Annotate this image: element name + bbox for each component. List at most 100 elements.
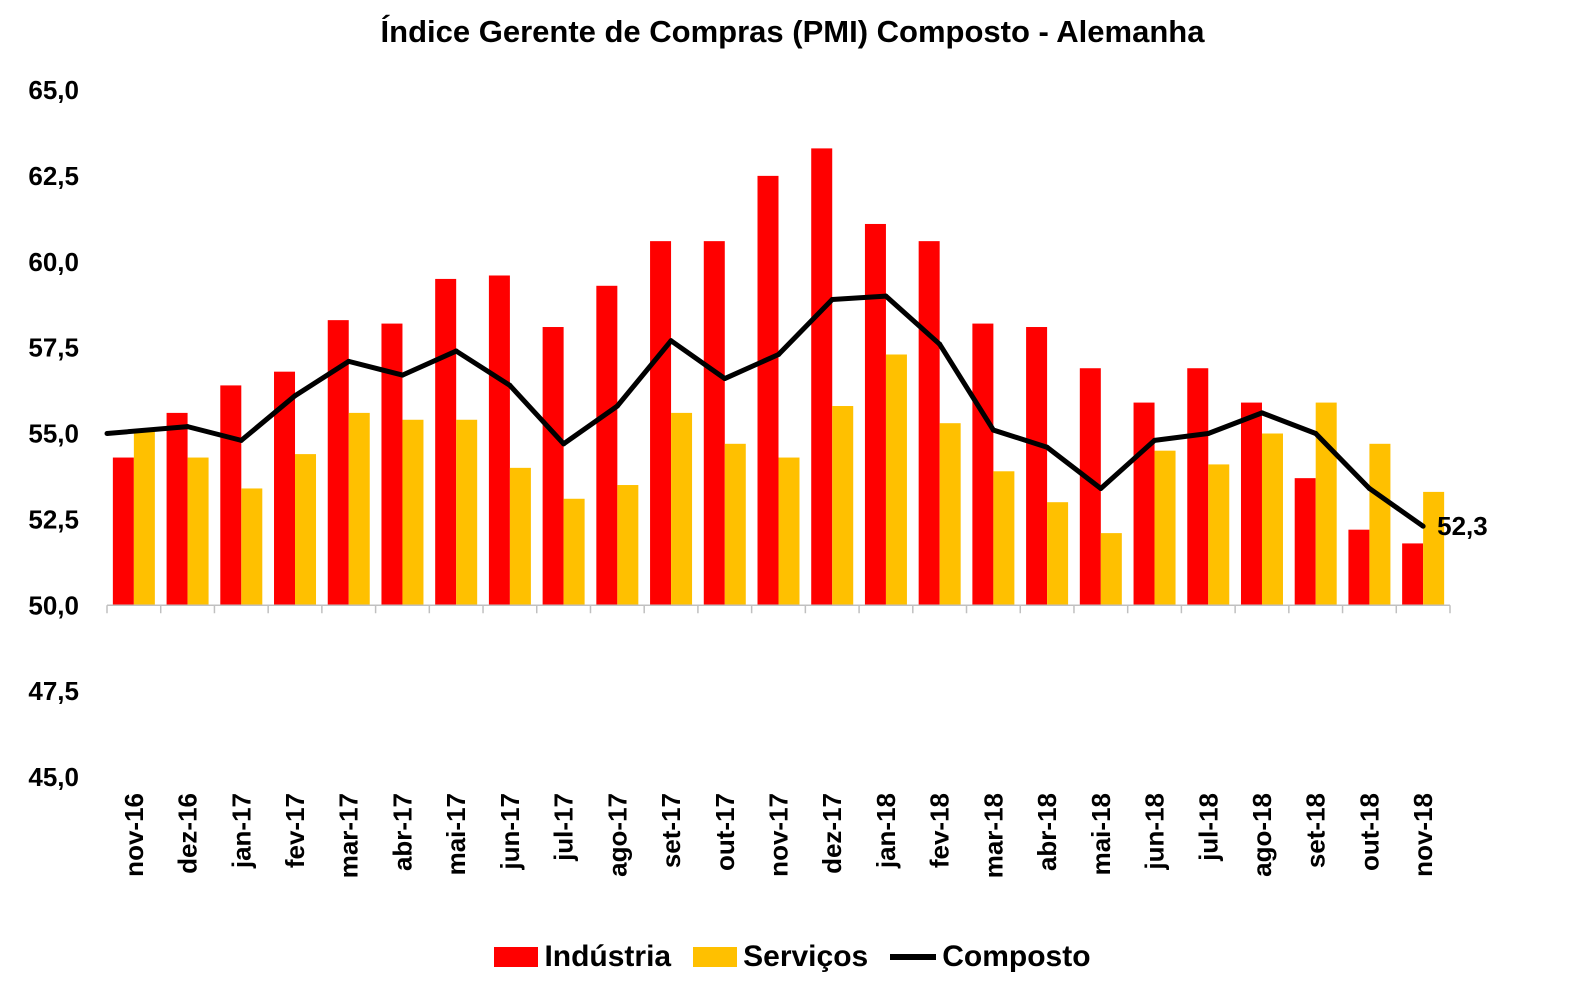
bar-industria bbox=[381, 323, 403, 606]
composto-point bbox=[1420, 523, 1426, 529]
composto-point bbox=[1098, 485, 1104, 491]
bar-servicos bbox=[456, 419, 478, 606]
composto-point bbox=[346, 358, 352, 364]
x-tick-label: dez-17 bbox=[817, 793, 847, 874]
y-axis-ticks: 45,0 47,5 50,0 52,5 55,0 57,5 60,0 62,5 65,0 bbox=[28, 75, 79, 792]
bars-group bbox=[112, 148, 1445, 606]
legend-swatch-composto bbox=[890, 954, 937, 960]
x-axis-labels: nov-16 dez-16 jan-17 fev-17 mar-17 abr-17 mai-… bbox=[119, 793, 1438, 878]
composto-point bbox=[507, 382, 513, 388]
y-tick-label: 60,0 bbox=[28, 247, 79, 277]
x-axis-tick-marks bbox=[106, 605, 1451, 614]
bar-industria bbox=[1133, 402, 1155, 606]
bar-servicos bbox=[187, 457, 209, 606]
bar-servicos bbox=[1100, 533, 1122, 606]
bar-servicos bbox=[617, 485, 639, 606]
bar-servicos bbox=[1154, 450, 1176, 606]
composto-point bbox=[1152, 437, 1158, 443]
bar-industria bbox=[327, 320, 349, 606]
composto-point bbox=[561, 441, 567, 447]
bar-industria bbox=[542, 327, 564, 606]
legend-swatch-servicos bbox=[693, 947, 738, 967]
legend-item-servicos: Serviços bbox=[693, 940, 868, 974]
bar-industria bbox=[1402, 543, 1424, 606]
x-tick-label: jan-18 bbox=[871, 793, 901, 869]
bar-servicos bbox=[241, 488, 263, 606]
x-tick-label: jul-17 bbox=[549, 793, 579, 862]
bar-servicos bbox=[295, 454, 317, 606]
composto-point bbox=[453, 348, 459, 354]
bar-servicos bbox=[1047, 502, 1069, 606]
legend-item-industria: Indústria bbox=[494, 940, 671, 974]
x-tick-label: fev-17 bbox=[280, 793, 310, 868]
bar-servicos bbox=[1423, 491, 1445, 606]
bar-industria bbox=[274, 371, 296, 606]
bar-servicos bbox=[1369, 443, 1391, 606]
bar-servicos bbox=[724, 443, 746, 606]
composto-point bbox=[1366, 485, 1372, 491]
x-tick-label: nov-17 bbox=[764, 793, 794, 877]
bar-servicos bbox=[1208, 464, 1230, 606]
x-tick-label: set-17 bbox=[656, 793, 686, 868]
pmi-chart: 45,0 47,5 50,0 52,5 55,0 57,5 60,0 62,5 65,0 nov… bbox=[28, 75, 1487, 878]
bar-servicos bbox=[993, 471, 1015, 606]
x-tick-label: abr-17 bbox=[387, 793, 417, 871]
bar-industria bbox=[220, 385, 242, 606]
bar-industria bbox=[1079, 368, 1101, 606]
y-tick-label: 50,0 bbox=[28, 590, 79, 620]
x-tick-label: jun-18 bbox=[1140, 793, 1170, 871]
legend-item-composto: Composto bbox=[890, 940, 1091, 974]
bar-servicos bbox=[563, 498, 585, 606]
y-tick-label: 62,5 bbox=[28, 161, 79, 191]
composto-point bbox=[668, 338, 674, 344]
bar-servicos bbox=[885, 354, 907, 606]
bar-industria bbox=[703, 241, 725, 606]
bar-industria bbox=[596, 285, 618, 606]
legend-swatch-industria bbox=[494, 947, 539, 967]
chart-title: Índice Gerente de Compras (PMI) Composto… bbox=[380, 14, 1205, 49]
bar-industria bbox=[488, 275, 510, 606]
bar-industria bbox=[757, 175, 779, 606]
composto-point bbox=[1313, 431, 1319, 436]
bar-servicos bbox=[939, 423, 961, 606]
composto-point bbox=[722, 376, 728, 382]
x-tick-label: nov-16 bbox=[119, 793, 149, 877]
x-tick-label: out-17 bbox=[710, 793, 740, 871]
composto-point bbox=[185, 424, 191, 430]
x-tick-label: dez-16 bbox=[173, 793, 203, 874]
x-tick-label: mar-17 bbox=[334, 793, 364, 878]
bar-servicos bbox=[133, 430, 155, 606]
y-tick-label: 52,5 bbox=[28, 504, 79, 534]
composto-point bbox=[883, 293, 889, 299]
composto-point bbox=[1044, 444, 1050, 450]
x-tick-label: mai-17 bbox=[441, 793, 471, 875]
y-tick-label: 65,0 bbox=[28, 75, 79, 105]
x-tick-label: ago-17 bbox=[602, 793, 632, 877]
composto-point bbox=[238, 437, 244, 443]
bar-servicos bbox=[778, 457, 800, 606]
x-tick-label: jul-18 bbox=[1193, 793, 1223, 862]
bar-servicos bbox=[402, 419, 424, 606]
composto-points bbox=[104, 293, 1426, 529]
x-tick-label: fev-18 bbox=[925, 793, 955, 868]
x-tick-label: abr-18 bbox=[1032, 793, 1062, 871]
bar-industria bbox=[972, 323, 994, 606]
bar-industria bbox=[650, 241, 672, 606]
x-tick-label: ago-18 bbox=[1247, 793, 1277, 877]
composto-point bbox=[292, 393, 298, 399]
legend-label-servicos: Serviços bbox=[743, 940, 869, 973]
bar-industria bbox=[811, 148, 833, 606]
composto-point bbox=[776, 351, 781, 357]
y-tick-label: 45,0 bbox=[28, 762, 79, 792]
bar-servicos bbox=[1261, 433, 1283, 606]
bar-industria bbox=[1187, 368, 1209, 606]
x-tick-label: jan-17 bbox=[226, 793, 256, 869]
bar-industria bbox=[1348, 529, 1370, 606]
bar-servicos bbox=[509, 467, 531, 606]
bar-industria bbox=[112, 457, 134, 606]
y-tick-label: 57,5 bbox=[28, 333, 79, 363]
x-tick-label: nov-18 bbox=[1408, 793, 1438, 877]
composto-point bbox=[399, 372, 405, 378]
y-tick-label: 55,0 bbox=[28, 419, 79, 449]
legend-label-composto: Composto bbox=[942, 940, 1091, 973]
